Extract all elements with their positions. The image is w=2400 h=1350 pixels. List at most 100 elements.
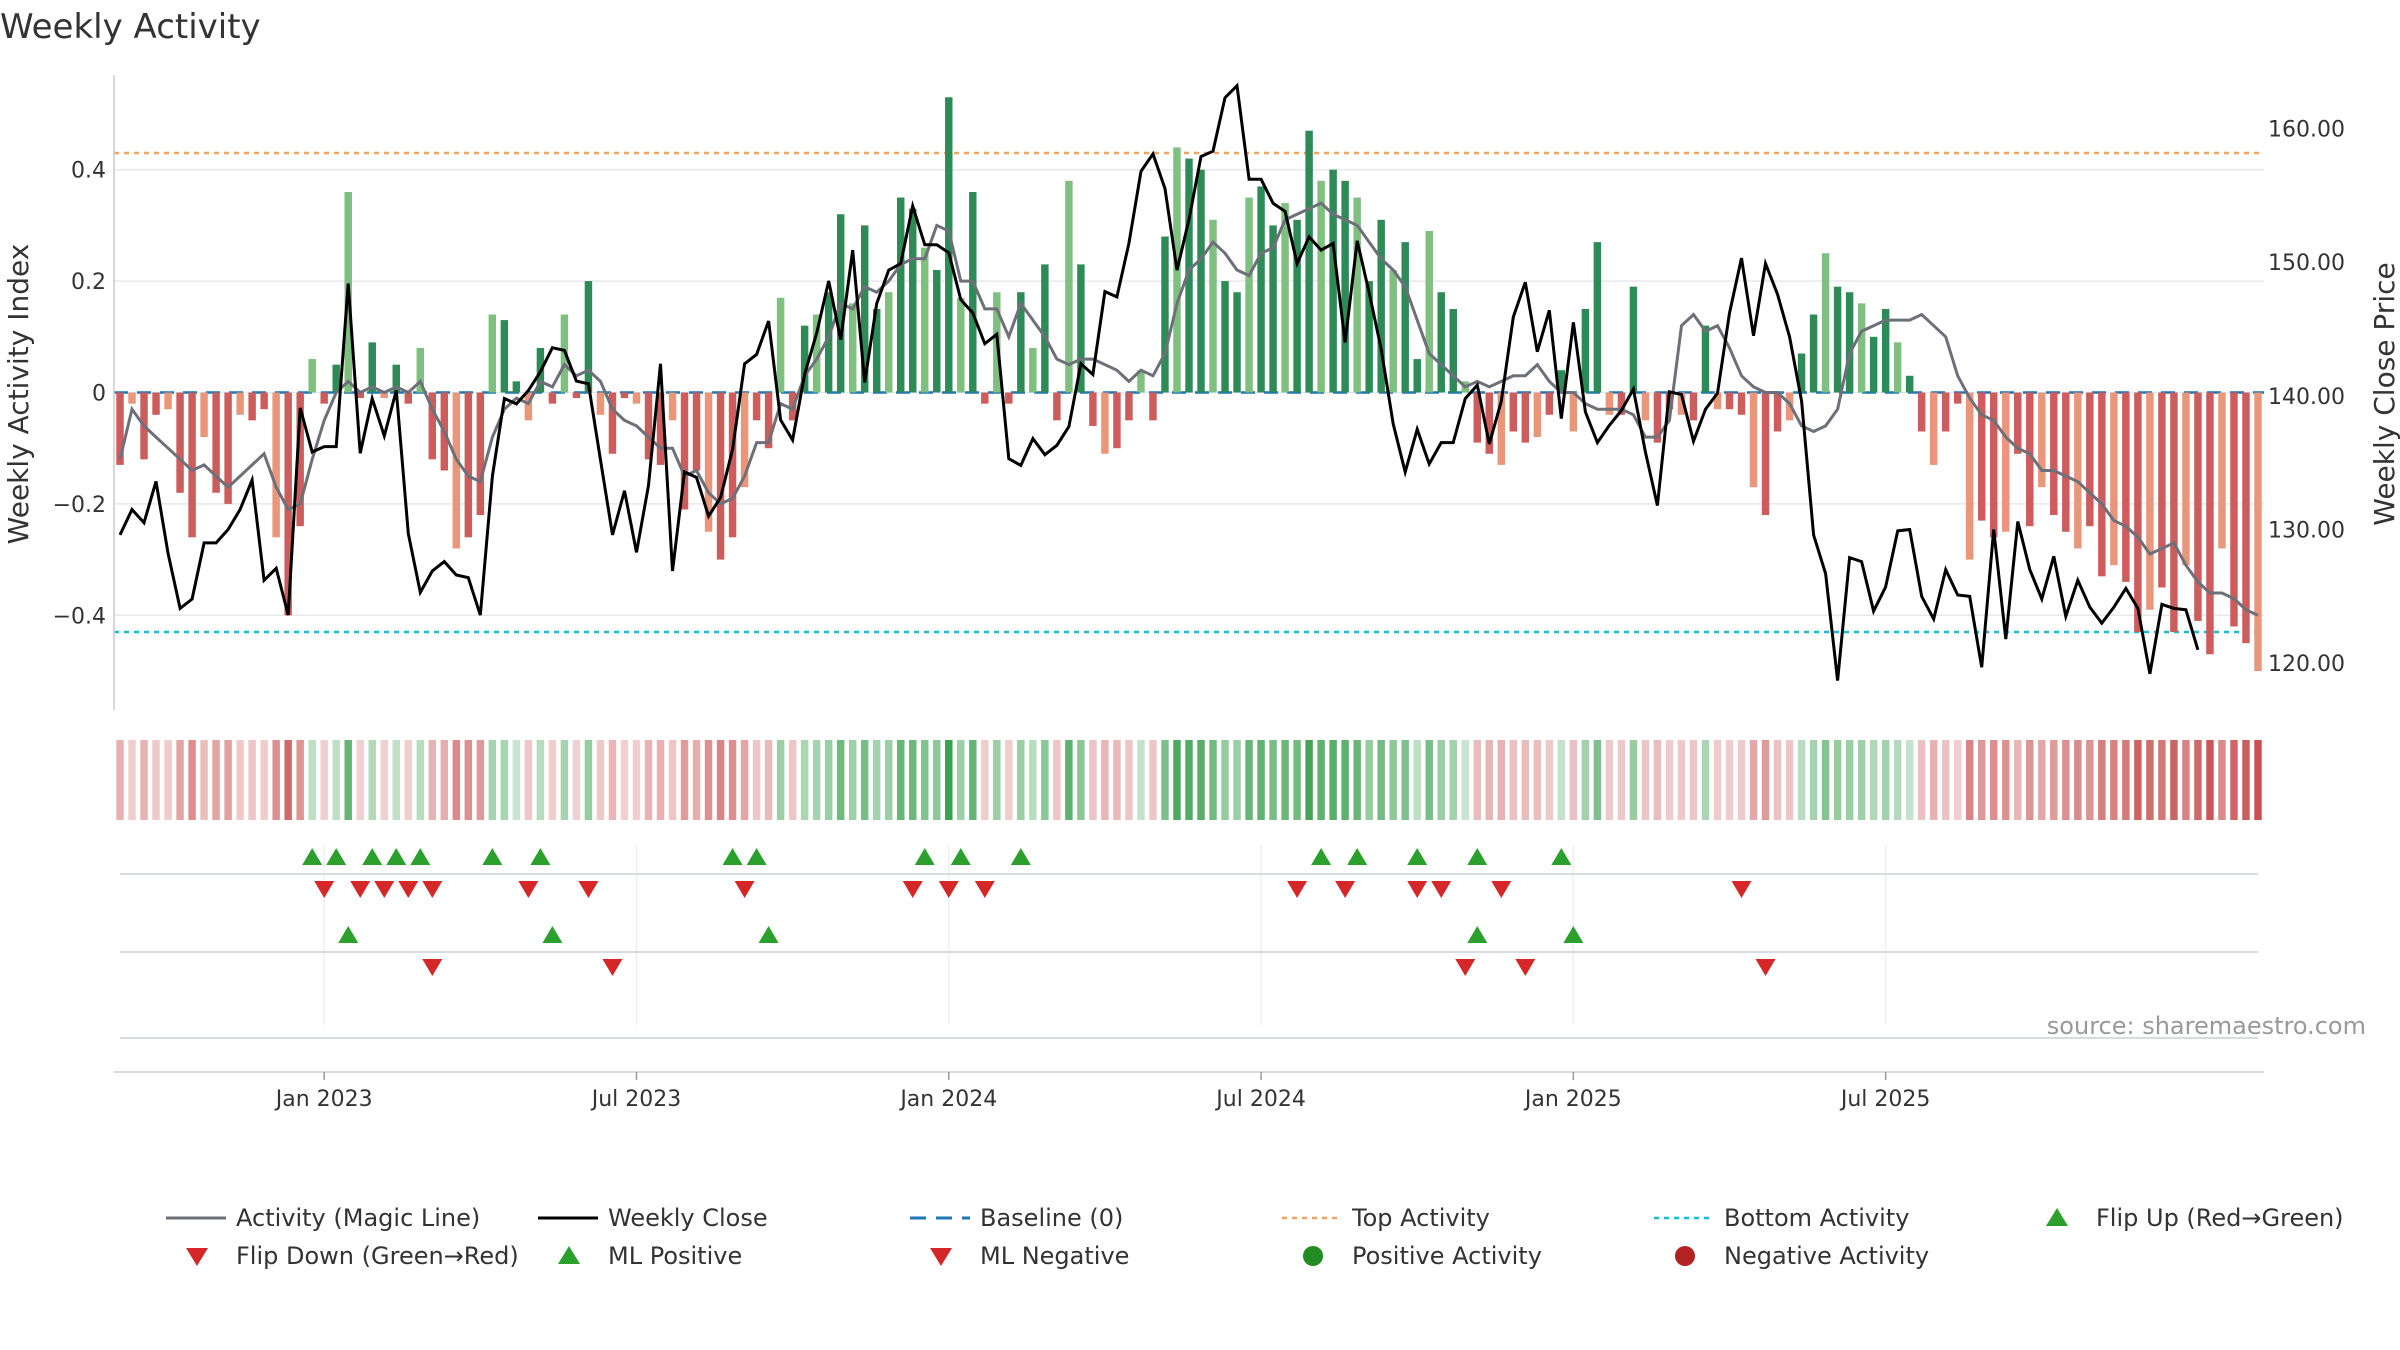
y-axis-left-label: Weekly Activity Index [2,244,35,545]
activity-bar [476,392,485,516]
heat-strip-cell [1233,740,1241,820]
activity-bar [1905,375,1914,393]
heat-strip-cell [2074,740,2082,820]
heat-strip-cell [1053,740,1061,820]
heat-strip-cell [860,740,869,820]
activity-bar [2206,392,2214,655]
activity-bar [392,364,400,393]
heat-strip-cell [248,740,256,820]
heat-strip-cell [1617,740,1626,820]
heat-strip-cell [1305,740,1313,820]
activity-bar [1257,186,1265,393]
activity-bar [404,392,412,404]
source-credit: source: sharemaestro.com [2047,1012,2366,1040]
activity-bar [1521,392,1530,443]
activity-bar [2110,392,2118,566]
activity-bar [2158,392,2166,588]
heat-strip-cell [1857,740,1866,820]
activity-bar [1401,242,1409,393]
activity-bar [1065,180,1073,393]
activity-bar [1725,392,1734,410]
activity-bar [668,392,677,421]
heat-strip-cell [1569,740,1578,820]
heat-strip-cell [1485,740,1494,820]
heat-strip-cell [284,740,292,820]
activity-bar [2230,392,2238,627]
heat-strip-cell [1701,740,1710,820]
flip-down-marker [1335,881,1356,898]
heat-strip-cell [2050,740,2058,820]
activity-bar [1893,342,1902,393]
heat-strip-cell [1821,740,1830,820]
heat-strip-cell [1521,740,1530,820]
y-tick-label-left: 0 [92,382,106,407]
activity-bar [596,392,605,415]
heat-strip-cell [1497,740,1506,820]
heat-strip-cell [1365,740,1373,820]
activity-bar [1389,269,1397,393]
activity-bar [524,392,533,421]
heat-strip-cell [1833,740,1842,820]
activity-bar [2170,392,2178,633]
activity-bar [1557,370,1566,393]
heat-strip-cell [2206,740,2214,820]
heat-strip-cell [152,740,160,820]
flip-down-marker [902,881,923,898]
heat-strip-cell [969,740,977,820]
activity-bar [1113,392,1121,449]
x-tick-label: Jul 2023 [590,1087,682,1112]
activity-bar [1569,392,1578,432]
heat-strip-cell [788,740,797,820]
activity-bar [1125,392,1133,421]
heat-strip-cell [2134,740,2142,820]
activity-bar [692,392,701,471]
y-tick-label-right: 140.00 [2268,385,2345,410]
heat-strip-cell [1113,740,1121,820]
heat-strip-cell [1065,740,1073,820]
y-tick-label-right: 150.00 [2268,251,2345,276]
ml-positive-marker [1563,926,1584,943]
activity-bar [1377,219,1385,393]
heat-strip-cell [620,740,629,820]
heat-strip-cell [404,740,412,820]
heat-strip-cell [1125,740,1133,820]
heat-strip-cell [656,740,665,820]
activity-bar [632,392,641,404]
activity-bar [548,392,557,404]
activity-bar [188,392,196,538]
heat-strip-cell [116,740,124,820]
heat-strip-cell [1329,740,1337,820]
activity-bar [933,269,941,393]
heat-strip [116,740,2262,820]
flip-down-marker [1431,881,1452,898]
legend-item-pos_act: Positive Activity [1303,1242,1542,1270]
activity-bar [1161,236,1169,393]
activity-bar [1413,359,1421,393]
heat-strip-cell [164,740,172,820]
activity-bar [1437,292,1445,393]
flip-down-marker [578,881,599,898]
activity-bar [128,392,136,404]
activity-bar [1449,308,1457,393]
activity-bar [1713,392,1722,410]
legend-swatch [1303,1246,1323,1266]
legend-item-magic_line: Activity (Magic Line) [166,1204,480,1232]
heat-strip-cell [440,740,449,820]
heat-strip-cell [428,740,437,820]
heat-strip-cell [2254,740,2262,820]
flip-down-marker [1491,881,1512,898]
heat-strip-cell [2122,740,2130,820]
activity-bar [1833,286,1842,393]
heat-strip-cell [344,740,352,820]
heat-strip-cell [200,740,208,820]
heat-strip-cell [584,740,593,820]
heat-strip-cell [608,740,617,820]
heat-strip-cell [212,740,220,820]
activity-bar [1701,325,1710,393]
heat-strip-cell [993,740,1001,820]
flip-down-marker [374,881,395,898]
activity-bar [452,392,461,549]
heat-strip-cell [1317,740,1325,820]
activity-bar [656,392,665,465]
heat-strip-cell [1605,740,1614,820]
